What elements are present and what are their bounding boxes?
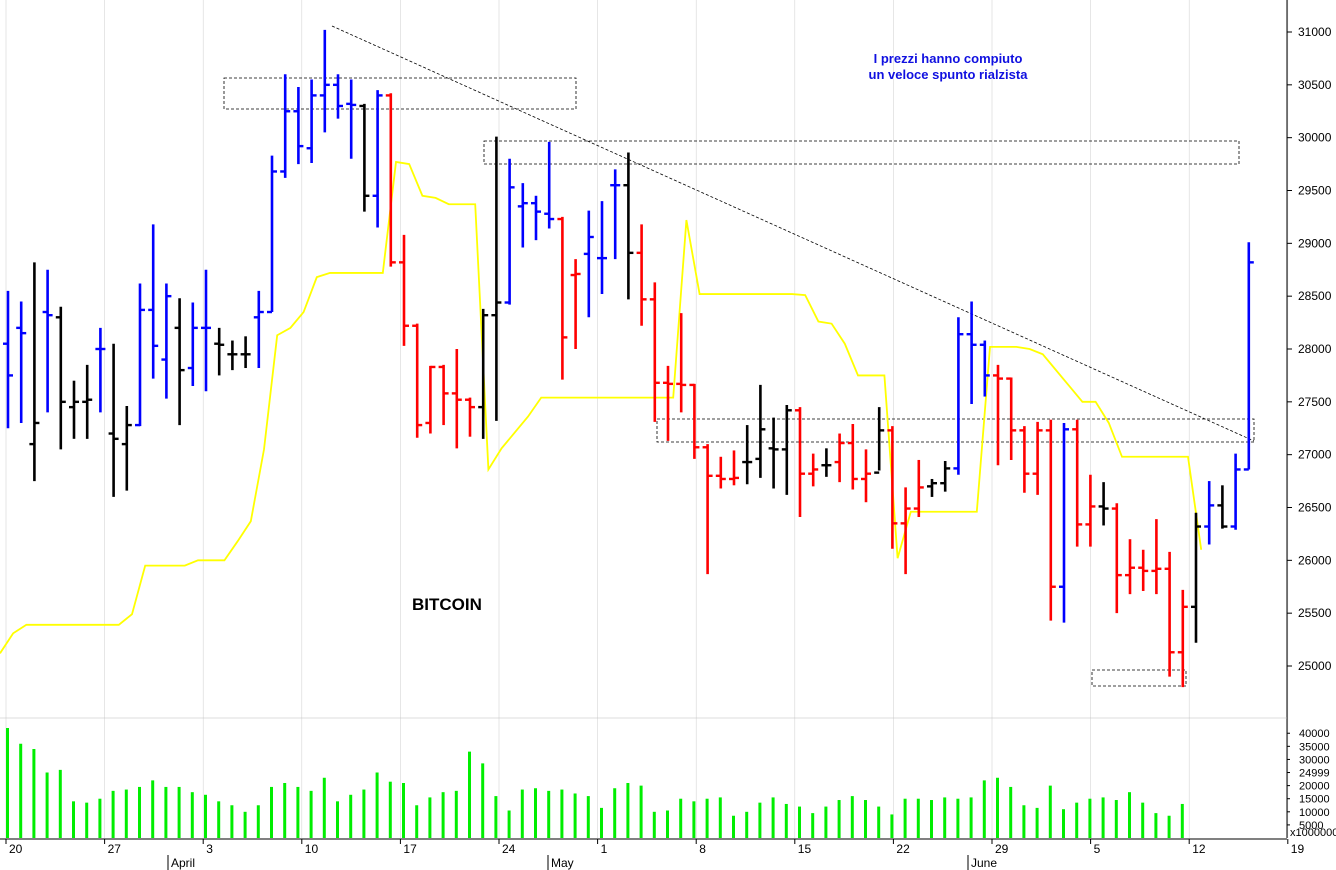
downtrend-line (331, 25, 1255, 442)
resistance-box-top (223, 77, 577, 110)
volume-tick-label: 30000 (1299, 754, 1330, 766)
day-label: 17 (403, 842, 417, 856)
axes (0, 0, 1288, 840)
price-tick-label: 30500 (1298, 78, 1332, 92)
annotation-line-2: un veloce spunto rialzista (869, 67, 1029, 82)
resistance-box-30000 (483, 140, 1240, 165)
volume-bars (6, 728, 1184, 838)
day-label: 29 (995, 842, 1009, 856)
price-tick-label: 29500 (1298, 184, 1332, 198)
day-label: 20 (9, 842, 23, 856)
volume-tick-label: 5000 (1299, 820, 1323, 832)
price-axis: 25000 25500 26000 26500 27000 27500 28000 28500… (1287, 25, 1332, 673)
price-tick-label: 28500 (1298, 289, 1332, 303)
price-tick-label: 28000 (1298, 342, 1332, 356)
support-resistance-boxes (223, 25, 1255, 687)
day-label: 3 (206, 842, 213, 856)
month-label: May (551, 856, 574, 870)
volume-tick-label: 40000 (1299, 728, 1330, 740)
price-tick-label: 27500 (1298, 395, 1332, 409)
price-tick-label: 26000 (1298, 553, 1332, 567)
stop-line-path (0, 160, 1203, 654)
time-axis: 20273101724181522295121926AprilMayJune (5, 839, 1305, 870)
volume-tick-label: 24999 (1299, 768, 1330, 780)
day-label: 10 (305, 842, 319, 856)
volume-unit-label: x1000000 (1290, 827, 1336, 839)
chart-title: BITCOIN (412, 595, 482, 614)
day-label: 8 (699, 842, 706, 856)
month-label: June (971, 856, 997, 870)
day-label: 27 (108, 842, 122, 856)
day-label: 19 (1291, 842, 1305, 856)
price-tick-label: 27000 (1298, 448, 1332, 462)
day-label: 12 (1192, 842, 1206, 856)
price-tick-label: 25000 (1298, 659, 1332, 673)
price-tick-label: 29000 (1298, 236, 1332, 250)
price-tick-label: 31000 (1298, 25, 1332, 39)
annotation-line-1: I prezzi hanno compiuto (874, 51, 1023, 66)
day-label: 22 (896, 842, 910, 856)
day-label: 5 (1094, 842, 1101, 856)
price-tick-label: 25500 (1298, 606, 1332, 620)
grid (5, 0, 1289, 838)
volume-tick-label: 35000 (1299, 741, 1330, 753)
price-tick-label: 26500 (1298, 501, 1332, 515)
volume-tick-label: 15000 (1299, 794, 1330, 806)
volume-tick-label: 10000 (1299, 807, 1330, 819)
volume-tick-label: 20000 (1299, 781, 1330, 793)
month-label: April (171, 856, 195, 870)
price-bars (3, 29, 1254, 688)
stop-line (0, 160, 1203, 654)
price-tick-label: 30000 (1298, 131, 1332, 145)
day-label: 15 (798, 842, 812, 856)
day-label: 1 (601, 842, 608, 856)
support-box-25000 (1091, 669, 1187, 687)
day-label: 24 (502, 842, 516, 856)
